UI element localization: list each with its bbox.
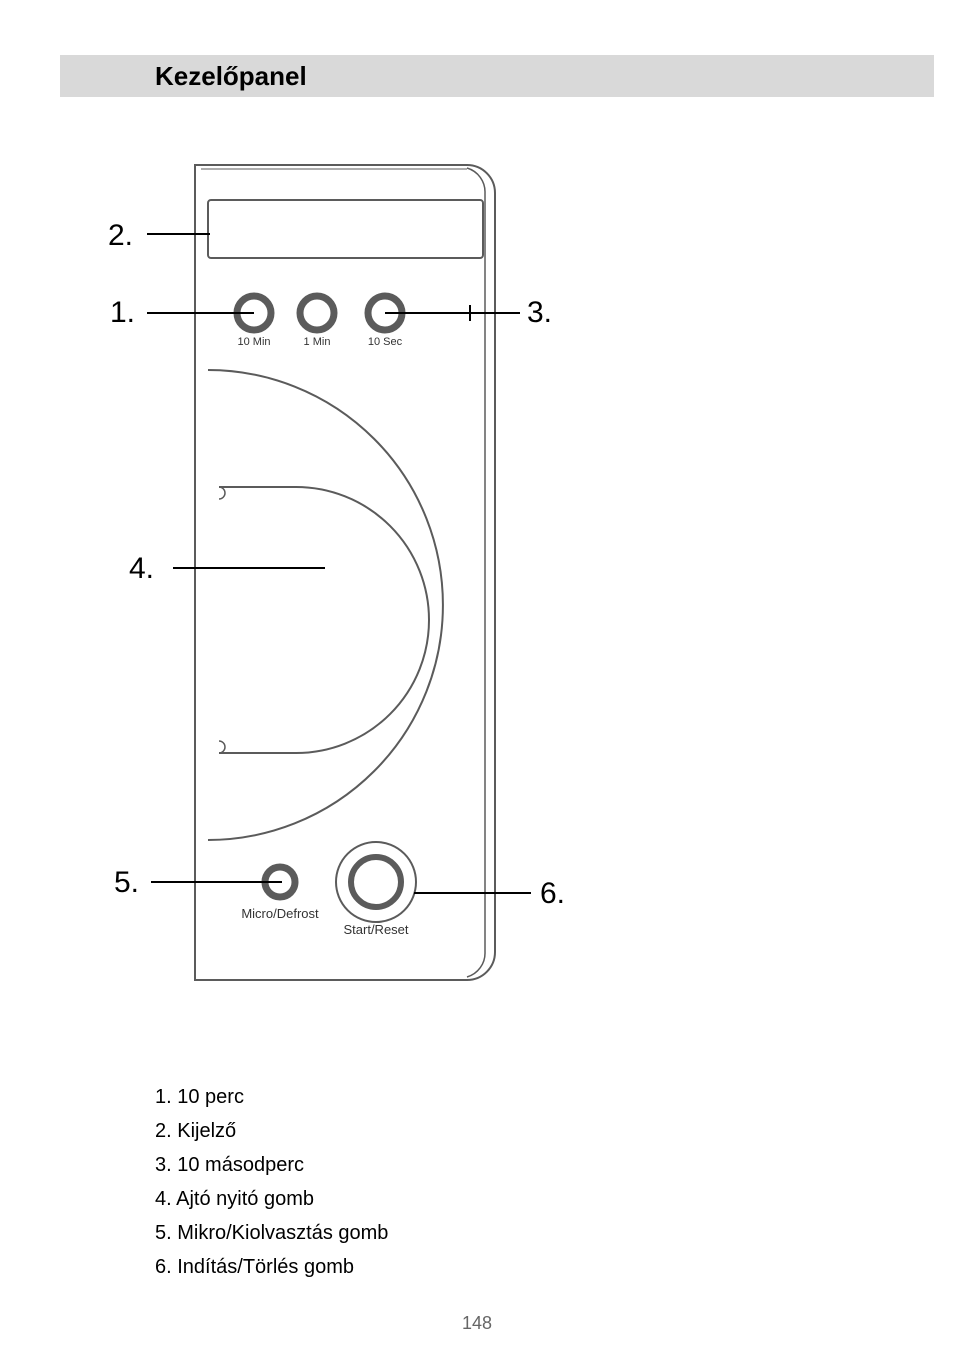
one-min-label: 1 Min xyxy=(304,336,331,348)
page-number: 148 xyxy=(0,1313,954,1334)
ten-sec-label: 10 Sec xyxy=(368,336,403,348)
display-area xyxy=(208,200,483,258)
callout-number: 5. xyxy=(114,866,139,899)
callout-number: 6. xyxy=(540,877,565,910)
control-panel-diagram: 10 Min 1 Min 10 Sec Micro/Defrost Start/Re… xyxy=(0,0,954,1060)
legend-item: 6. Indítás/Törlés gomb xyxy=(155,1250,388,1284)
start-reset-button[interactable] xyxy=(351,857,401,907)
callout-number: 3. xyxy=(527,296,552,329)
legend-item: 1. 10 perc xyxy=(155,1080,388,1114)
micro-defrost-label: Micro/Defrost xyxy=(241,906,319,921)
one-min-button[interactable] xyxy=(300,296,334,330)
callout-number: 4. xyxy=(129,552,154,585)
start-reset-label: Start/Reset xyxy=(343,922,408,937)
legend-item: 5. Mikro/Kiolvasztás gomb xyxy=(155,1216,388,1250)
legend-item: 4. Ajtó nyitó gomb xyxy=(155,1182,388,1216)
legend-item: 3. 10 másodperc xyxy=(155,1148,388,1182)
legend-list: 1. 10 perc2. Kijelző3. 10 másodperc4. Aj… xyxy=(155,1080,388,1284)
ten-min-label: 10 Min xyxy=(237,336,270,348)
callout-number: 1. xyxy=(110,296,135,329)
callout-number: 2. xyxy=(108,219,133,252)
legend-item: 2. Kijelző xyxy=(155,1114,388,1148)
